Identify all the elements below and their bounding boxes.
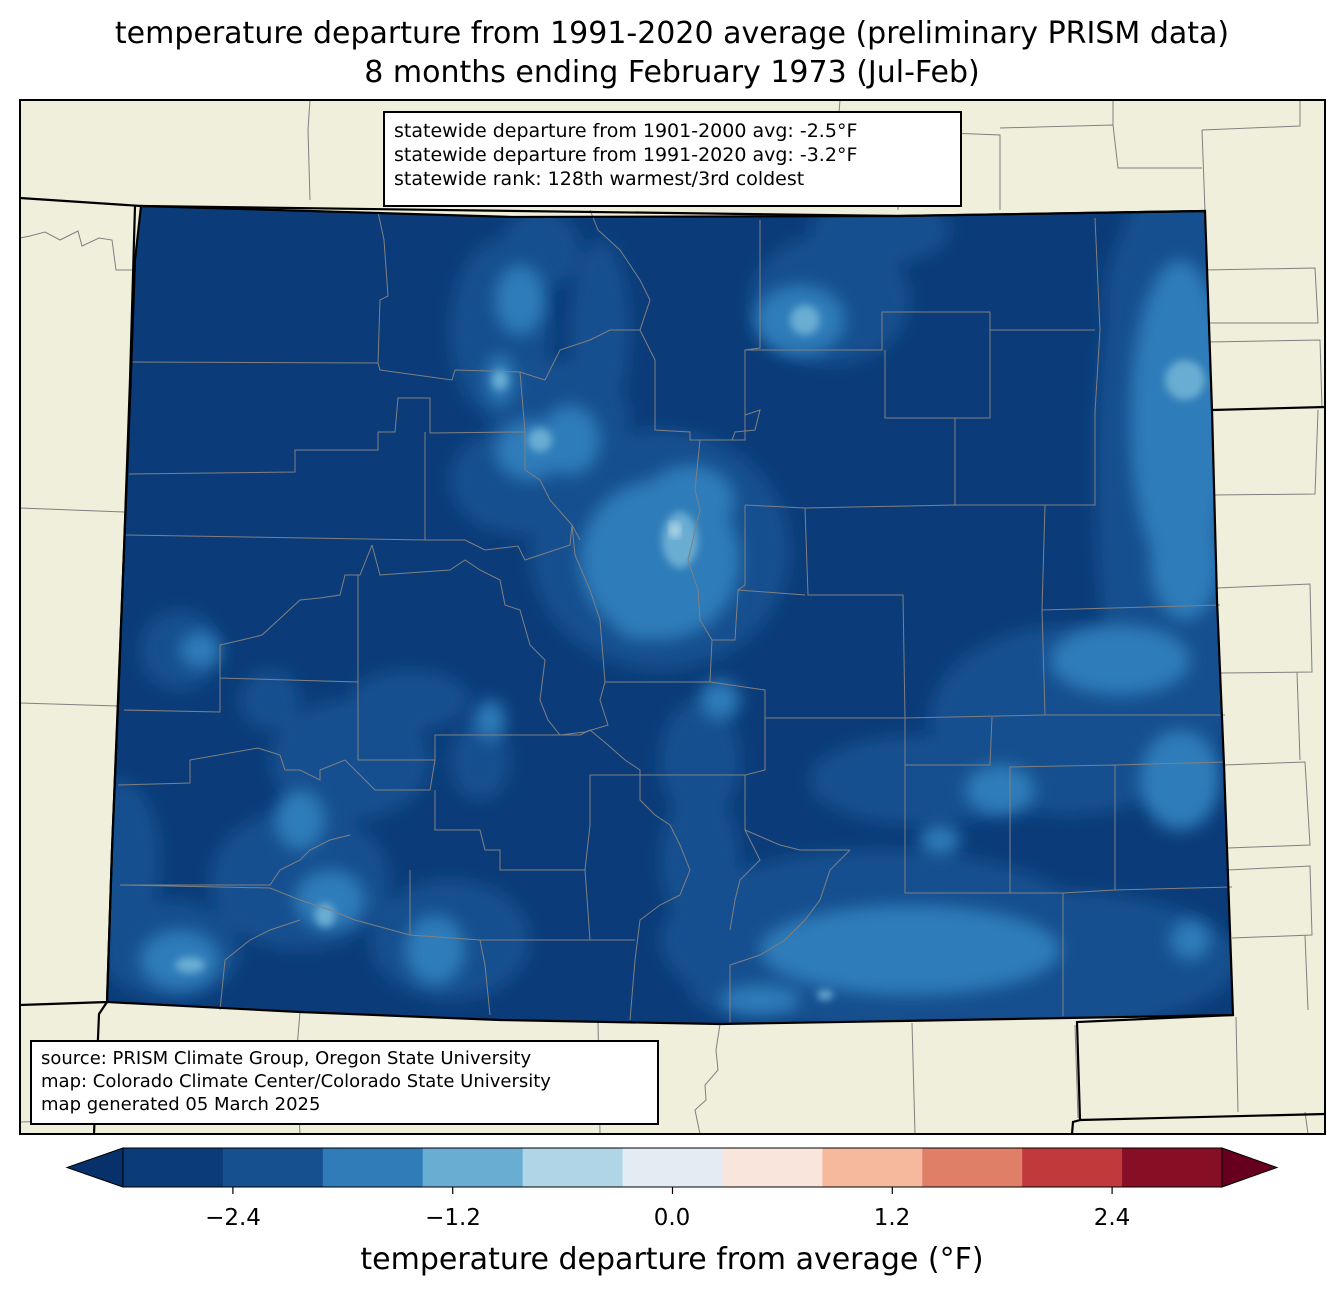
map-generated-date: map generated 05 March 2025 (41, 1094, 321, 1115)
map-title-line-2: 8 months ending February 1973 (Jul-Feb) (364, 55, 980, 90)
departure-contour-region (350, 670, 470, 730)
departure-contour-region (1150, 500, 1220, 620)
departure-contour-region (645, 465, 735, 535)
departure-contour-region (605, 560, 675, 640)
stats-departure-1901-2000: statewide departure from 1901-2000 avg: … (394, 120, 858, 142)
departure-contour-region (180, 632, 220, 668)
departure-contour-region (760, 905, 1060, 995)
departure-contour-region (528, 428, 552, 452)
departure-contour-region (405, 915, 465, 985)
colorbar-segment (422, 1148, 524, 1187)
departure-contour-region (965, 765, 1035, 815)
departure-contour-region (450, 720, 510, 800)
source-credit-box: source: PRISM Climate Group, Oregon Stat… (30, 1040, 659, 1125)
departure-contour-region (275, 790, 325, 850)
departure-contour-region (660, 790, 740, 930)
departure-contour-region (107, 780, 160, 940)
stats-rank: statewide rank: 128th warmest/3rd coldes… (394, 168, 805, 190)
temperature-departure-field (107, 206, 1233, 1024)
stats-departure-1991-2020: statewide departure from 1991-2020 avg: … (394, 144, 858, 166)
colorado-county-lines (117, 209, 1233, 1024)
departure-contour-region (700, 680, 740, 720)
colorbar-extend-low (65, 1147, 124, 1188)
colorbar-tick-label: 1.2 (873, 1205, 911, 1231)
departure-contour-region (570, 240, 630, 420)
colorbar-segment (522, 1148, 624, 1187)
colorbar-segment (822, 1148, 923, 1187)
departure-contour-region (669, 522, 681, 538)
statewide-stats-box: statewide departure from 1901-2000 avg: … (383, 111, 962, 207)
departure-contour-region (1130, 260, 1230, 580)
colorbar (65, 1147, 1279, 1194)
departure-contour-region (1050, 625, 1190, 695)
departure-contour-region (920, 825, 960, 855)
colorbar-tick-label: −1.2 (425, 1205, 481, 1231)
departure-contour-region (295, 870, 365, 930)
colorbar-tick-label: 2.4 (1093, 1205, 1131, 1231)
colorbar-segment (123, 1148, 224, 1187)
colorbar-segment (222, 1148, 324, 1187)
departure-contour-region (817, 990, 833, 1000)
departure-contour-region (175, 957, 205, 973)
colorbar-segment (922, 1148, 1023, 1187)
departure-contour-region (540, 405, 600, 475)
departure-contour-region (1140, 730, 1220, 830)
colorbar-extend-high (1221, 1147, 1279, 1188)
departure-contour-region (492, 370, 508, 390)
neighbor-state-borders (19, 196, 1326, 1135)
colorbar-segment (322, 1148, 424, 1187)
colorbar-segment (1022, 1148, 1123, 1187)
map-frame (19, 99, 1326, 1135)
colorbar-segment (722, 1148, 823, 1187)
departure-contour-region (240, 670, 300, 730)
source-credit-line: source: PRISM Climate Group, Oregon Stat… (41, 1048, 532, 1069)
map-title-line-1: temperature departure from 1991-2020 ave… (114, 16, 1230, 51)
colorbar-segment (1122, 1148, 1223, 1187)
departure-contour-region (495, 265, 545, 335)
colorbar-tick-label: 0.0 (653, 1205, 691, 1231)
departure-contour-region (790, 305, 820, 335)
departure-contour-region (1170, 920, 1210, 960)
departure-contour-region (660, 700, 740, 820)
departure-contour-region (315, 903, 335, 927)
colorbar-segment (622, 1148, 723, 1187)
departure-contour-region (1165, 360, 1205, 400)
colorbar-tick-label: −2.4 (205, 1205, 261, 1231)
departure-contour-region (720, 985, 800, 1015)
colorbar-label: temperature departure from average (°F) (360, 1242, 984, 1277)
map-credit-line: map: Colorado Climate Center/Colorado St… (41, 1071, 551, 1092)
departure-contour-region (475, 700, 505, 740)
